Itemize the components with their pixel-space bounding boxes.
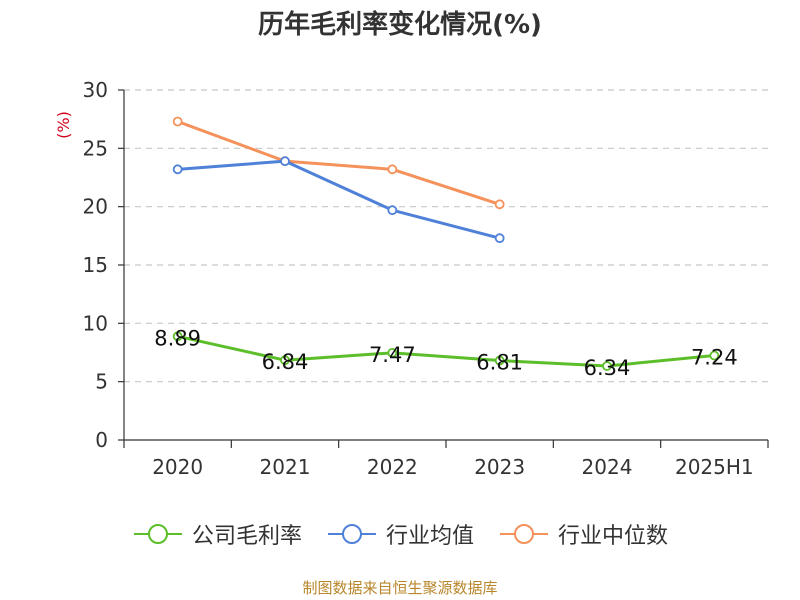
chart-title: 历年毛利率变化情况(%) (258, 10, 542, 40)
series-line (177, 334, 715, 368)
series-line (177, 159, 501, 240)
axes: 0 5 10 15 20 25 30 2020 2021 2022 2023 2024 2025H1 (%… (54, 78, 769, 479)
x-tick-label: 2020 (152, 455, 203, 479)
data-label: 6.84 (262, 350, 309, 374)
legend-item[interactable]: 行业中位数 (498, 518, 668, 550)
data-label: 6.34 (584, 356, 631, 380)
data-point (494, 355, 505, 366)
data-point (387, 347, 398, 358)
y-axis-label: (%) (54, 111, 73, 139)
data-point (172, 116, 183, 127)
series-line (177, 120, 501, 206)
y-tick-label: 15 (83, 253, 108, 277)
data-labels: 8.89 6.84 7.47 6.81 6.34 7.24 (154, 326, 737, 380)
data-label: 6.81 (476, 351, 523, 375)
data-point (172, 164, 183, 175)
x-tick-label: 2025H1 (675, 455, 754, 479)
data-label: 7.24 (691, 346, 738, 370)
x-tick-label: 2021 (260, 455, 311, 479)
legend: 公司毛利率 行业均值 行业中位数 (0, 518, 800, 550)
source-note: 制图数据来自恒生聚源数据库 (302, 579, 498, 597)
x-tick-label: 2024 (582, 455, 633, 479)
y-tick-label: 10 (83, 311, 108, 335)
data-point (280, 355, 290, 366)
legend-item[interactable]: 公司毛利率 (132, 518, 302, 550)
series (172, 116, 720, 371)
data-point (494, 233, 505, 244)
y-tick-label: 30 (83, 78, 108, 102)
legend-label: 公司毛利率 (191, 524, 302, 549)
y-tick-label: 20 (83, 195, 108, 219)
data-point (387, 164, 398, 175)
y-tick-label: 5 (95, 370, 108, 394)
legend-swatch-icon (500, 524, 548, 544)
x-tick-label: 2023 (474, 455, 525, 479)
data-point (387, 205, 398, 216)
legend-item[interactable]: 行业均值 (326, 518, 474, 550)
data-label: 7.47 (369, 343, 416, 367)
legend-label: 行业中位数 (558, 524, 669, 549)
legend-label: 行业均值 (385, 524, 474, 549)
data-label: 8.89 (154, 326, 201, 350)
y-tick-label: 25 (83, 136, 108, 160)
legend-swatch-icon (327, 524, 376, 544)
grid-lines (124, 89, 768, 383)
data-point (709, 350, 720, 361)
legend-swatch-icon (133, 524, 182, 544)
y-tick-label: 0 (95, 428, 108, 452)
data-point (494, 199, 505, 210)
x-tick-label: 2022 (367, 455, 418, 479)
data-point (602, 361, 612, 371)
data-point (280, 156, 290, 167)
data-point (172, 331, 183, 342)
